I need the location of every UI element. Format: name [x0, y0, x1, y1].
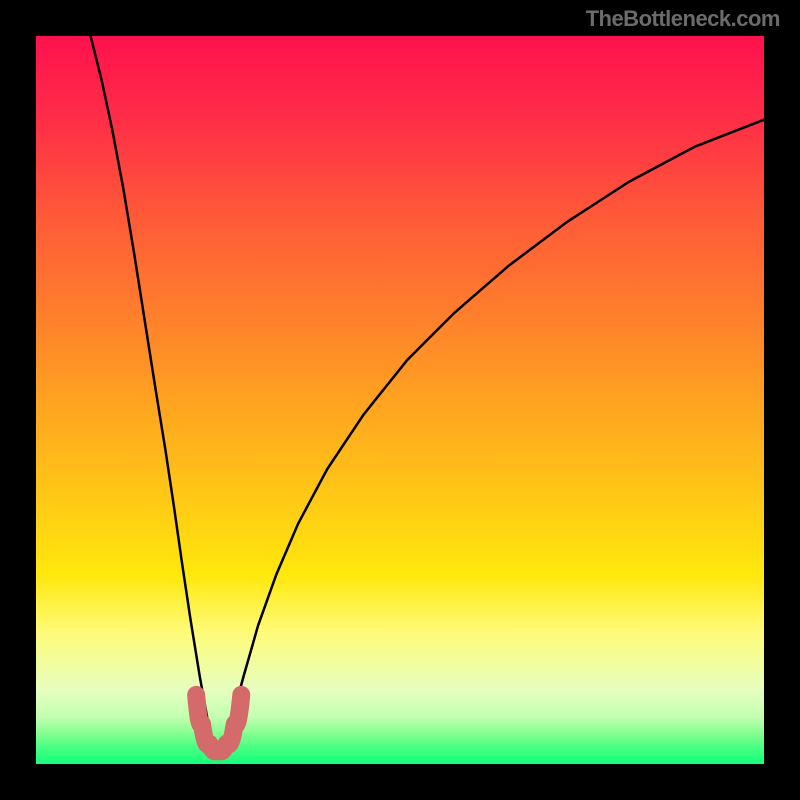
watermark-text: TheBottleneck.com [586, 6, 780, 32]
gradient-plot-area [36, 36, 764, 764]
valley-dot-left [188, 687, 204, 703]
valley-dot-right [233, 687, 249, 703]
chart-container: TheBottleneck.com [0, 0, 800, 800]
chart-svg [0, 0, 800, 800]
